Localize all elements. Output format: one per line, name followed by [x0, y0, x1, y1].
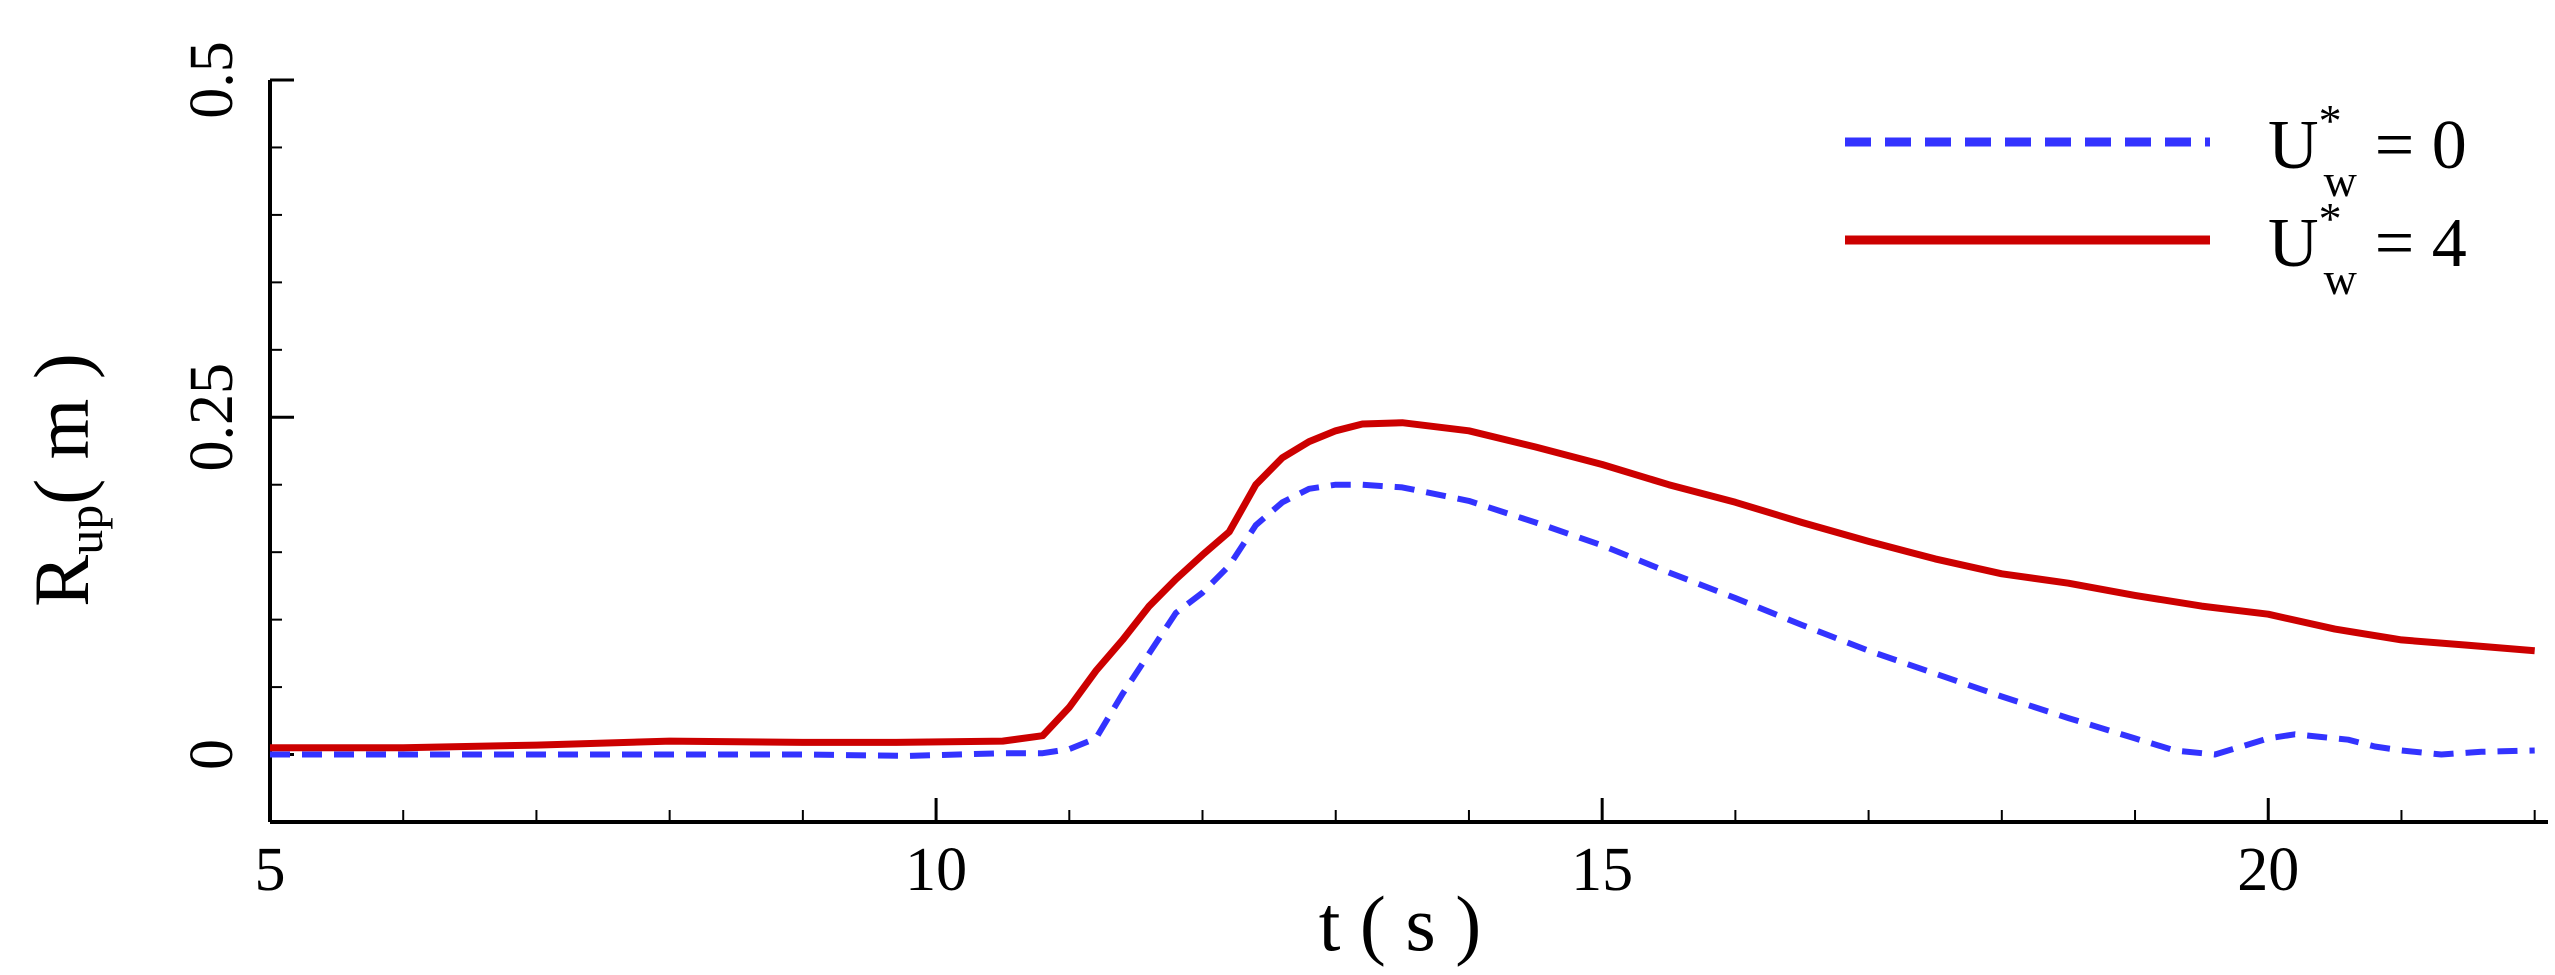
x-tick-label: 5 [255, 836, 286, 904]
y-tick-label: 0 [178, 739, 246, 770]
y-tick-label: 0.25 [178, 363, 246, 472]
x-tick-label: 15 [1571, 836, 1633, 904]
series-line-uw-4 [270, 419, 2535, 752]
legend-label-1-sup: * [2319, 193, 2342, 244]
y-tick-label: 0.5 [178, 41, 246, 119]
ticks [268, 78, 2536, 822]
series-line-uw-0 [270, 481, 2535, 759]
y-axis-title-rest: ( m ) [18, 353, 105, 505]
axes: 5 10 15 20 0 0.25 0.5 [178, 41, 2548, 904]
legend-label-0-sub: w [2324, 155, 2358, 206]
y-axis-title: Rup( m ) [18, 353, 113, 607]
legend-label-1-base: U [2268, 205, 2319, 282]
legend-label-0-base: U [2268, 107, 2319, 184]
y-axis-title-sub: up [57, 505, 113, 555]
legend-label-1-sub: w [2324, 253, 2358, 304]
legend-label-1: U* w = 4 [2268, 193, 2467, 304]
legend-label-0-rest: = 0 [2375, 107, 2467, 184]
x-axis-title: t ( s ) [1319, 880, 1481, 967]
y-axis-title-main: R [18, 555, 105, 607]
x-tick-label: 20 [2237, 836, 2299, 904]
tick-labels: 5 10 15 20 0 0.25 0.5 [178, 41, 2299, 904]
legend-label-1-rest: = 4 [2375, 205, 2467, 282]
legend: U* w = 0 U* w = 4 [1845, 95, 2467, 304]
series-layer [270, 419, 2535, 759]
legend-label-0: U* w = 0 [2268, 95, 2467, 206]
legend-label-0-sup: * [2319, 95, 2342, 146]
x-tick-label: 10 [905, 836, 967, 904]
